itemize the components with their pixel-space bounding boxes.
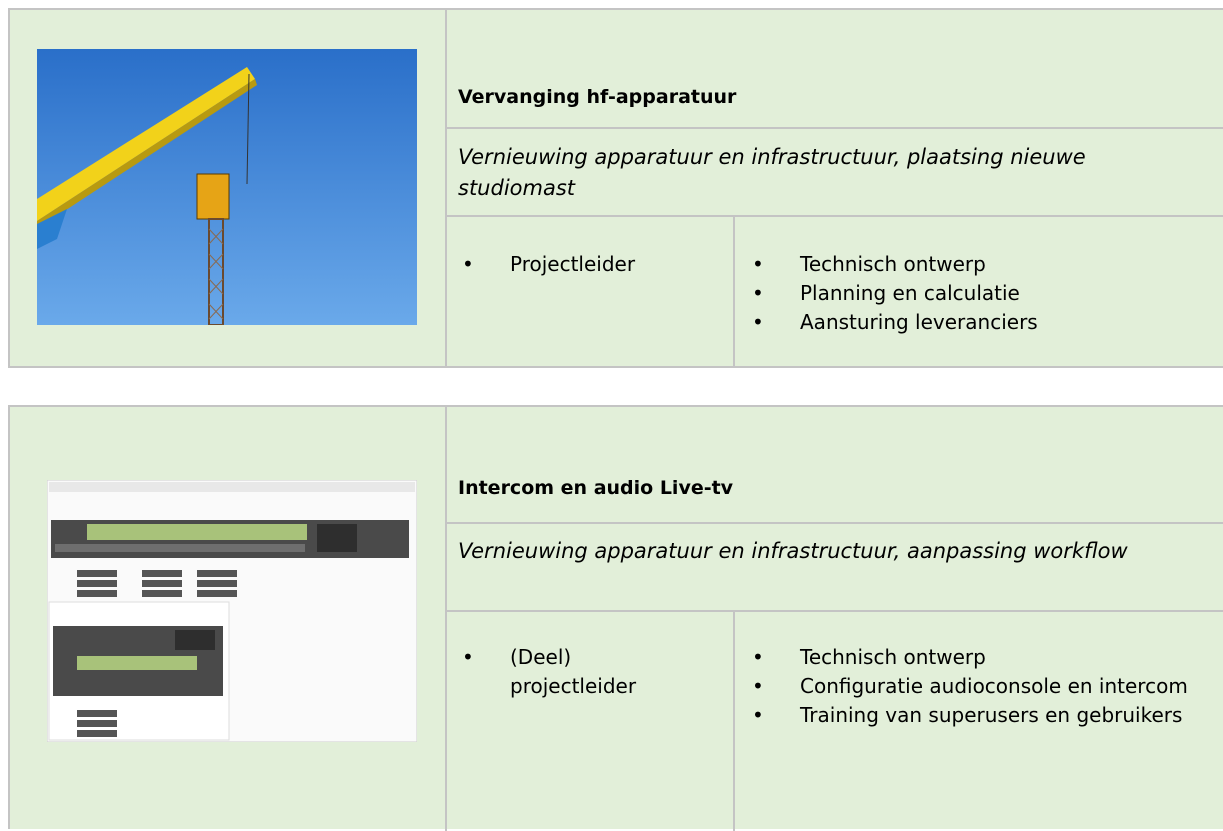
roles-list: (Deel) projectleider — [450, 643, 700, 701]
task: Training van superusers en gebruikers — [740, 701, 1190, 730]
project-subtitle: Vernieuwing apparatuur en infrastructuur… — [458, 539, 1128, 563]
divider — [447, 127, 1223, 129]
divider — [447, 215, 1223, 217]
roles-list: Projectleider — [450, 250, 730, 279]
screenshot-software — [47, 480, 417, 742]
project-card: Vervanging hf-apparatuur Vernieuwing app… — [8, 8, 1223, 368]
tasks-list: Technisch ontwerp Configuratie audiocons… — [740, 643, 1190, 730]
tasks-list: Technisch ontwerp Planning en calculatie… — [740, 250, 1210, 337]
task: Aansturing leveranciers — [740, 308, 1210, 337]
photo-crane — [37, 49, 417, 325]
task: Planning en calculatie — [740, 279, 1210, 308]
project-subtitle: Vernieuwing apparatuur en infrastructuur… — [458, 145, 1086, 200]
task: Configuratie audioconsole en intercom — [740, 672, 1190, 701]
role: Projectleider — [450, 250, 730, 279]
divider — [445, 10, 447, 368]
task: Technisch ontwerp — [740, 250, 1210, 279]
divider — [733, 612, 735, 831]
task: Technisch ontwerp — [740, 643, 1190, 672]
project-card: Intercom en audio Live-tv Vernieuwing ap… — [8, 405, 1223, 831]
divider — [447, 522, 1223, 524]
divider — [733, 217, 735, 368]
project-title: Vervanging hf-apparatuur — [458, 86, 737, 108]
divider — [445, 407, 447, 831]
project-title: Intercom en audio Live-tv — [458, 477, 734, 499]
divider — [447, 610, 1223, 612]
role: (Deel) projectleider — [450, 643, 700, 701]
